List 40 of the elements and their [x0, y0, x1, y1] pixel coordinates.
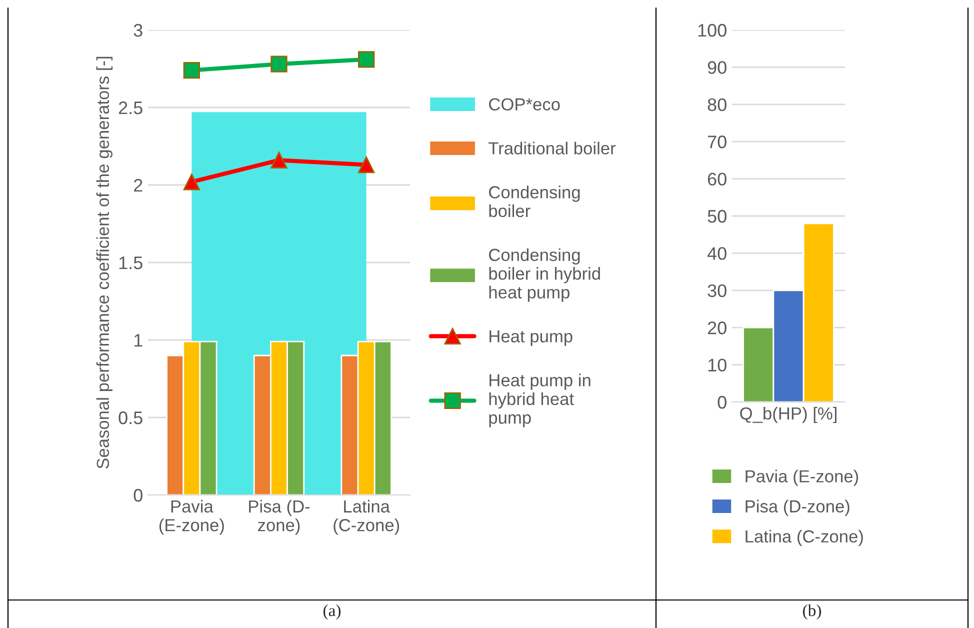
legend-label: Pisa (D-zone)	[746, 500, 850, 516]
y-tick-label: 100	[698, 24, 726, 37]
point	[183, 62, 200, 79]
y-tick-label: 70	[708, 136, 726, 148]
x-tick-label: Pavia (E-zone)	[159, 500, 224, 535]
y-tick-label: 2	[134, 178, 142, 192]
legend-label: Condensing boiler in hybrid heat pump	[489, 248, 600, 302]
point	[358, 156, 375, 174]
x-tick-label: Latina (C-zone)	[334, 500, 400, 535]
y-tick-label: 0	[134, 488, 142, 502]
point	[270, 56, 288, 72]
legend-label: Traditional boiler	[488, 142, 616, 154]
y-tick-label: 3	[134, 24, 142, 37]
y-tick-label: 1	[134, 334, 142, 347]
y-tick-label: 0.5	[118, 411, 142, 424]
legend-label: Pavia (E-zone)	[746, 470, 858, 486]
x-tick-label: Q_b(HP) [%]	[740, 406, 836, 424]
x-tick-label: Pisa (D- zone)	[249, 500, 310, 535]
legend-label: Heat pump in hybrid heat pump	[489, 374, 590, 428]
point	[358, 51, 375, 68]
y-axis-title: Seasonal performance coefficient of the generators [-]	[96, 56, 112, 469]
y-tick-label: 50	[708, 210, 726, 223]
text: (a)	[323, 604, 341, 620]
y-tick-label: 90	[708, 61, 726, 74]
point	[270, 152, 288, 169]
text: (b)	[803, 604, 821, 620]
y-tick-label: 20	[708, 322, 726, 334]
y-tick-label: 2.5	[118, 101, 142, 114]
point	[183, 174, 200, 190]
y-tick-label: 0	[718, 396, 726, 409]
legend-label: Condensing boiler	[489, 186, 580, 218]
legend-label: Heat pump	[490, 330, 572, 346]
y-tick-label: 30	[708, 284, 726, 298]
y-tick-label: 40	[707, 247, 726, 260]
y-tick-label: 10	[708, 358, 726, 372]
y-tick-label: 60	[708, 172, 726, 186]
y-tick-label: 80	[708, 98, 726, 112]
legend-label: Latina (C-zone)	[746, 530, 863, 546]
legend-label: COP*eco	[489, 98, 560, 111]
y-tick-label: 1.5	[119, 256, 142, 270]
